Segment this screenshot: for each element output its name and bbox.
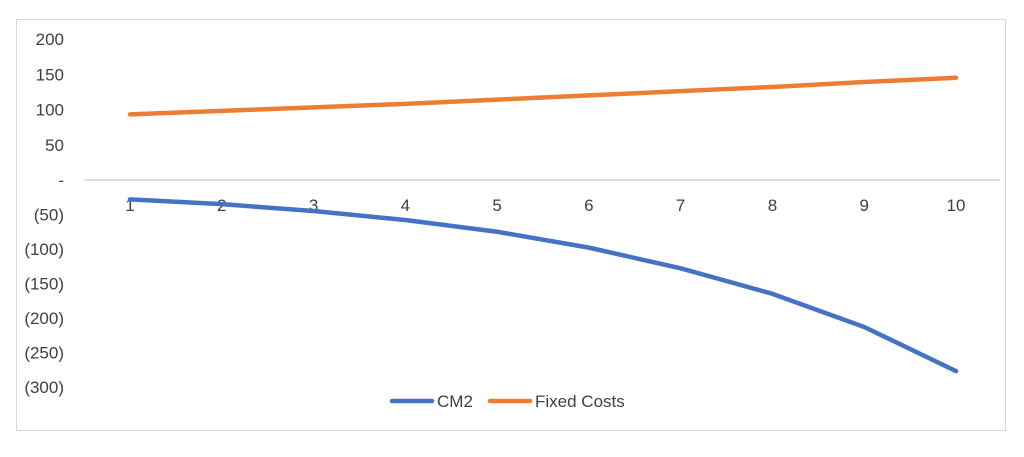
- x-tick-label: 4: [401, 196, 410, 215]
- legend-label: CM2: [437, 392, 473, 411]
- series-line-cm2: [127, 197, 959, 374]
- x-tick-label: 7: [676, 196, 685, 215]
- y-tick-label: (250): [24, 344, 64, 363]
- x-tick-label: 1: [125, 196, 134, 215]
- y-tick-label: (200): [24, 309, 64, 328]
- y-tick-label: 50: [45, 136, 64, 155]
- y-tick-label: (50): [34, 206, 64, 225]
- y-tick-label: (150): [24, 275, 64, 294]
- y-tick-label: (100): [24, 240, 64, 259]
- x-tick-label: 10: [947, 196, 966, 215]
- y-tick-label: (300): [24, 378, 64, 397]
- y-tick-label: 200: [36, 30, 64, 49]
- legend: CM2 Fixed Costs: [389, 392, 625, 411]
- y-tick-label: 150: [36, 65, 64, 84]
- y-axis-tick-labels: 200 150 100 50 - (50) (100) (150) (200) (250) (300…: [24, 30, 64, 397]
- legend-item-fixed-costs: Fixed Costs: [487, 392, 625, 411]
- x-tick-label: 3: [309, 196, 318, 215]
- x-tick-label: 8: [768, 196, 777, 215]
- x-tick-label: 9: [859, 196, 868, 215]
- x-tick-label: 5: [492, 196, 501, 215]
- series-lines: [127, 75, 959, 374]
- chart-area: [16, 19, 1006, 431]
- legend-item-cm2: CM2: [389, 392, 473, 411]
- series-line-fixed-costs: [127, 75, 959, 117]
- legend-label: Fixed Costs: [535, 392, 625, 411]
- y-tick-label: -: [58, 171, 64, 190]
- x-tick-label: 6: [584, 196, 593, 215]
- y-tick-label: 100: [36, 101, 64, 120]
